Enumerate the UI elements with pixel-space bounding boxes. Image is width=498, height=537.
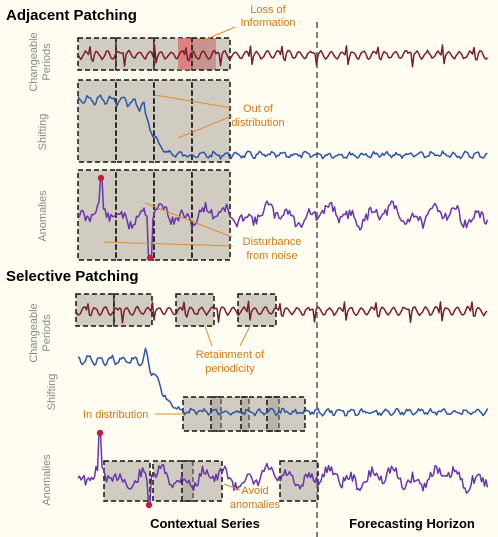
svg-text:Loss of: Loss of — [250, 4, 286, 16]
contextual-series-label: Contextual Series — [150, 516, 260, 531]
annotation-avoid-anomalies: Avoid anomalies — [230, 485, 281, 511]
forecasting-horizon-label: Forecasting Horizon — [349, 516, 475, 531]
annotation-loss-of-information: Loss of Information — [240, 4, 295, 29]
anomaly-spike-dot-top — [97, 174, 105, 182]
annotation-in-distribution: In distribution — [83, 409, 148, 421]
svg-text:Avoid: Avoid — [241, 485, 268, 497]
row-label-shifting-1: Shifting — [37, 114, 49, 151]
annotation-out-of-distribution: Out of distribution — [231, 103, 284, 129]
selective-anomaly-series — [77, 432, 489, 506]
svg-text:Out of: Out of — [243, 103, 274, 115]
svg-text:from noise: from noise — [246, 250, 297, 262]
svg-text:Disturbance: Disturbance — [243, 236, 302, 248]
svg-text:Retainment of: Retainment of — [196, 349, 265, 361]
row-label-changeable-2: Changeable Periods — [28, 303, 53, 362]
selective-periodic-series — [75, 300, 488, 324]
anomaly-spike-dot-bottom — [146, 254, 154, 262]
svg-text:Changeable: Changeable — [28, 32, 40, 91]
adjacent-anomaly-series — [77, 177, 489, 259]
anomaly-spike-dot-top-2 — [96, 429, 104, 437]
row-label-anomalies-2: Anomalies — [41, 454, 53, 506]
annotation-leaders — [103, 26, 251, 491]
svg-text:Changeable: Changeable — [28, 303, 40, 362]
selective-shifting-patches — [182, 396, 306, 432]
row-label-changeable-1: Changeable Periods — [28, 32, 53, 91]
selective-patching-title: Selective Patching — [6, 268, 139, 285]
svg-text:Periods: Periods — [41, 314, 53, 352]
annotation-disturbance-from-noise: Disturbance from noise — [243, 236, 302, 262]
svg-text:distribution: distribution — [231, 117, 284, 129]
selective-anomaly-patches — [103, 460, 319, 502]
svg-text:Periods: Periods — [41, 43, 53, 81]
svg-text:Information: Information — [240, 17, 295, 29]
adjacent-shifting-patches — [77, 79, 231, 163]
annotation-retainment-of-periodicity: Retainment of periodicity — [196, 349, 265, 375]
row-label-anomalies-1: Anomalies — [37, 190, 49, 242]
anomaly-spike-dot-bottom-2 — [145, 501, 153, 509]
svg-text:periodicity: periodicity — [205, 363, 255, 375]
selective-shifting-series — [77, 347, 489, 417]
adjacent-patching-title: Adjacent Patching — [6, 7, 137, 24]
adjacent-periodic-series — [77, 44, 489, 68]
svg-text:anomalies: anomalies — [230, 499, 281, 511]
adjacent-shifting-series — [77, 94, 488, 160]
row-label-shifting-2: Shifting — [46, 374, 58, 411]
